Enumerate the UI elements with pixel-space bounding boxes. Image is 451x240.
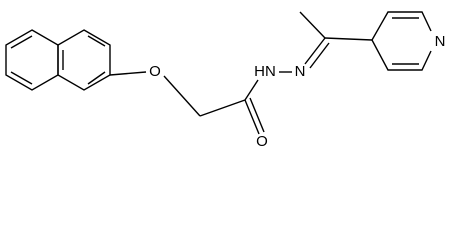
bond bbox=[304, 37, 326, 65]
bond bbox=[199, 99, 246, 117]
bond bbox=[299, 11, 326, 39]
molecule-diagram: O O HN N N bbox=[5, 11, 446, 150]
bond bbox=[109, 71, 147, 76]
bond bbox=[163, 75, 201, 117]
bond bbox=[244, 99, 260, 135]
atom-label: HN bbox=[254, 63, 276, 80]
naphthalene bbox=[5, 29, 111, 91]
atom-label: O bbox=[149, 63, 161, 80]
pyridine bbox=[371, 11, 432, 71]
bond bbox=[309, 42, 330, 69]
atom-label: O bbox=[256, 133, 268, 150]
bond bbox=[249, 97, 265, 133]
bond bbox=[324, 37, 373, 41]
atom-label: N bbox=[435, 33, 446, 50]
bond bbox=[244, 79, 259, 101]
atom-label: N bbox=[295, 63, 306, 80]
